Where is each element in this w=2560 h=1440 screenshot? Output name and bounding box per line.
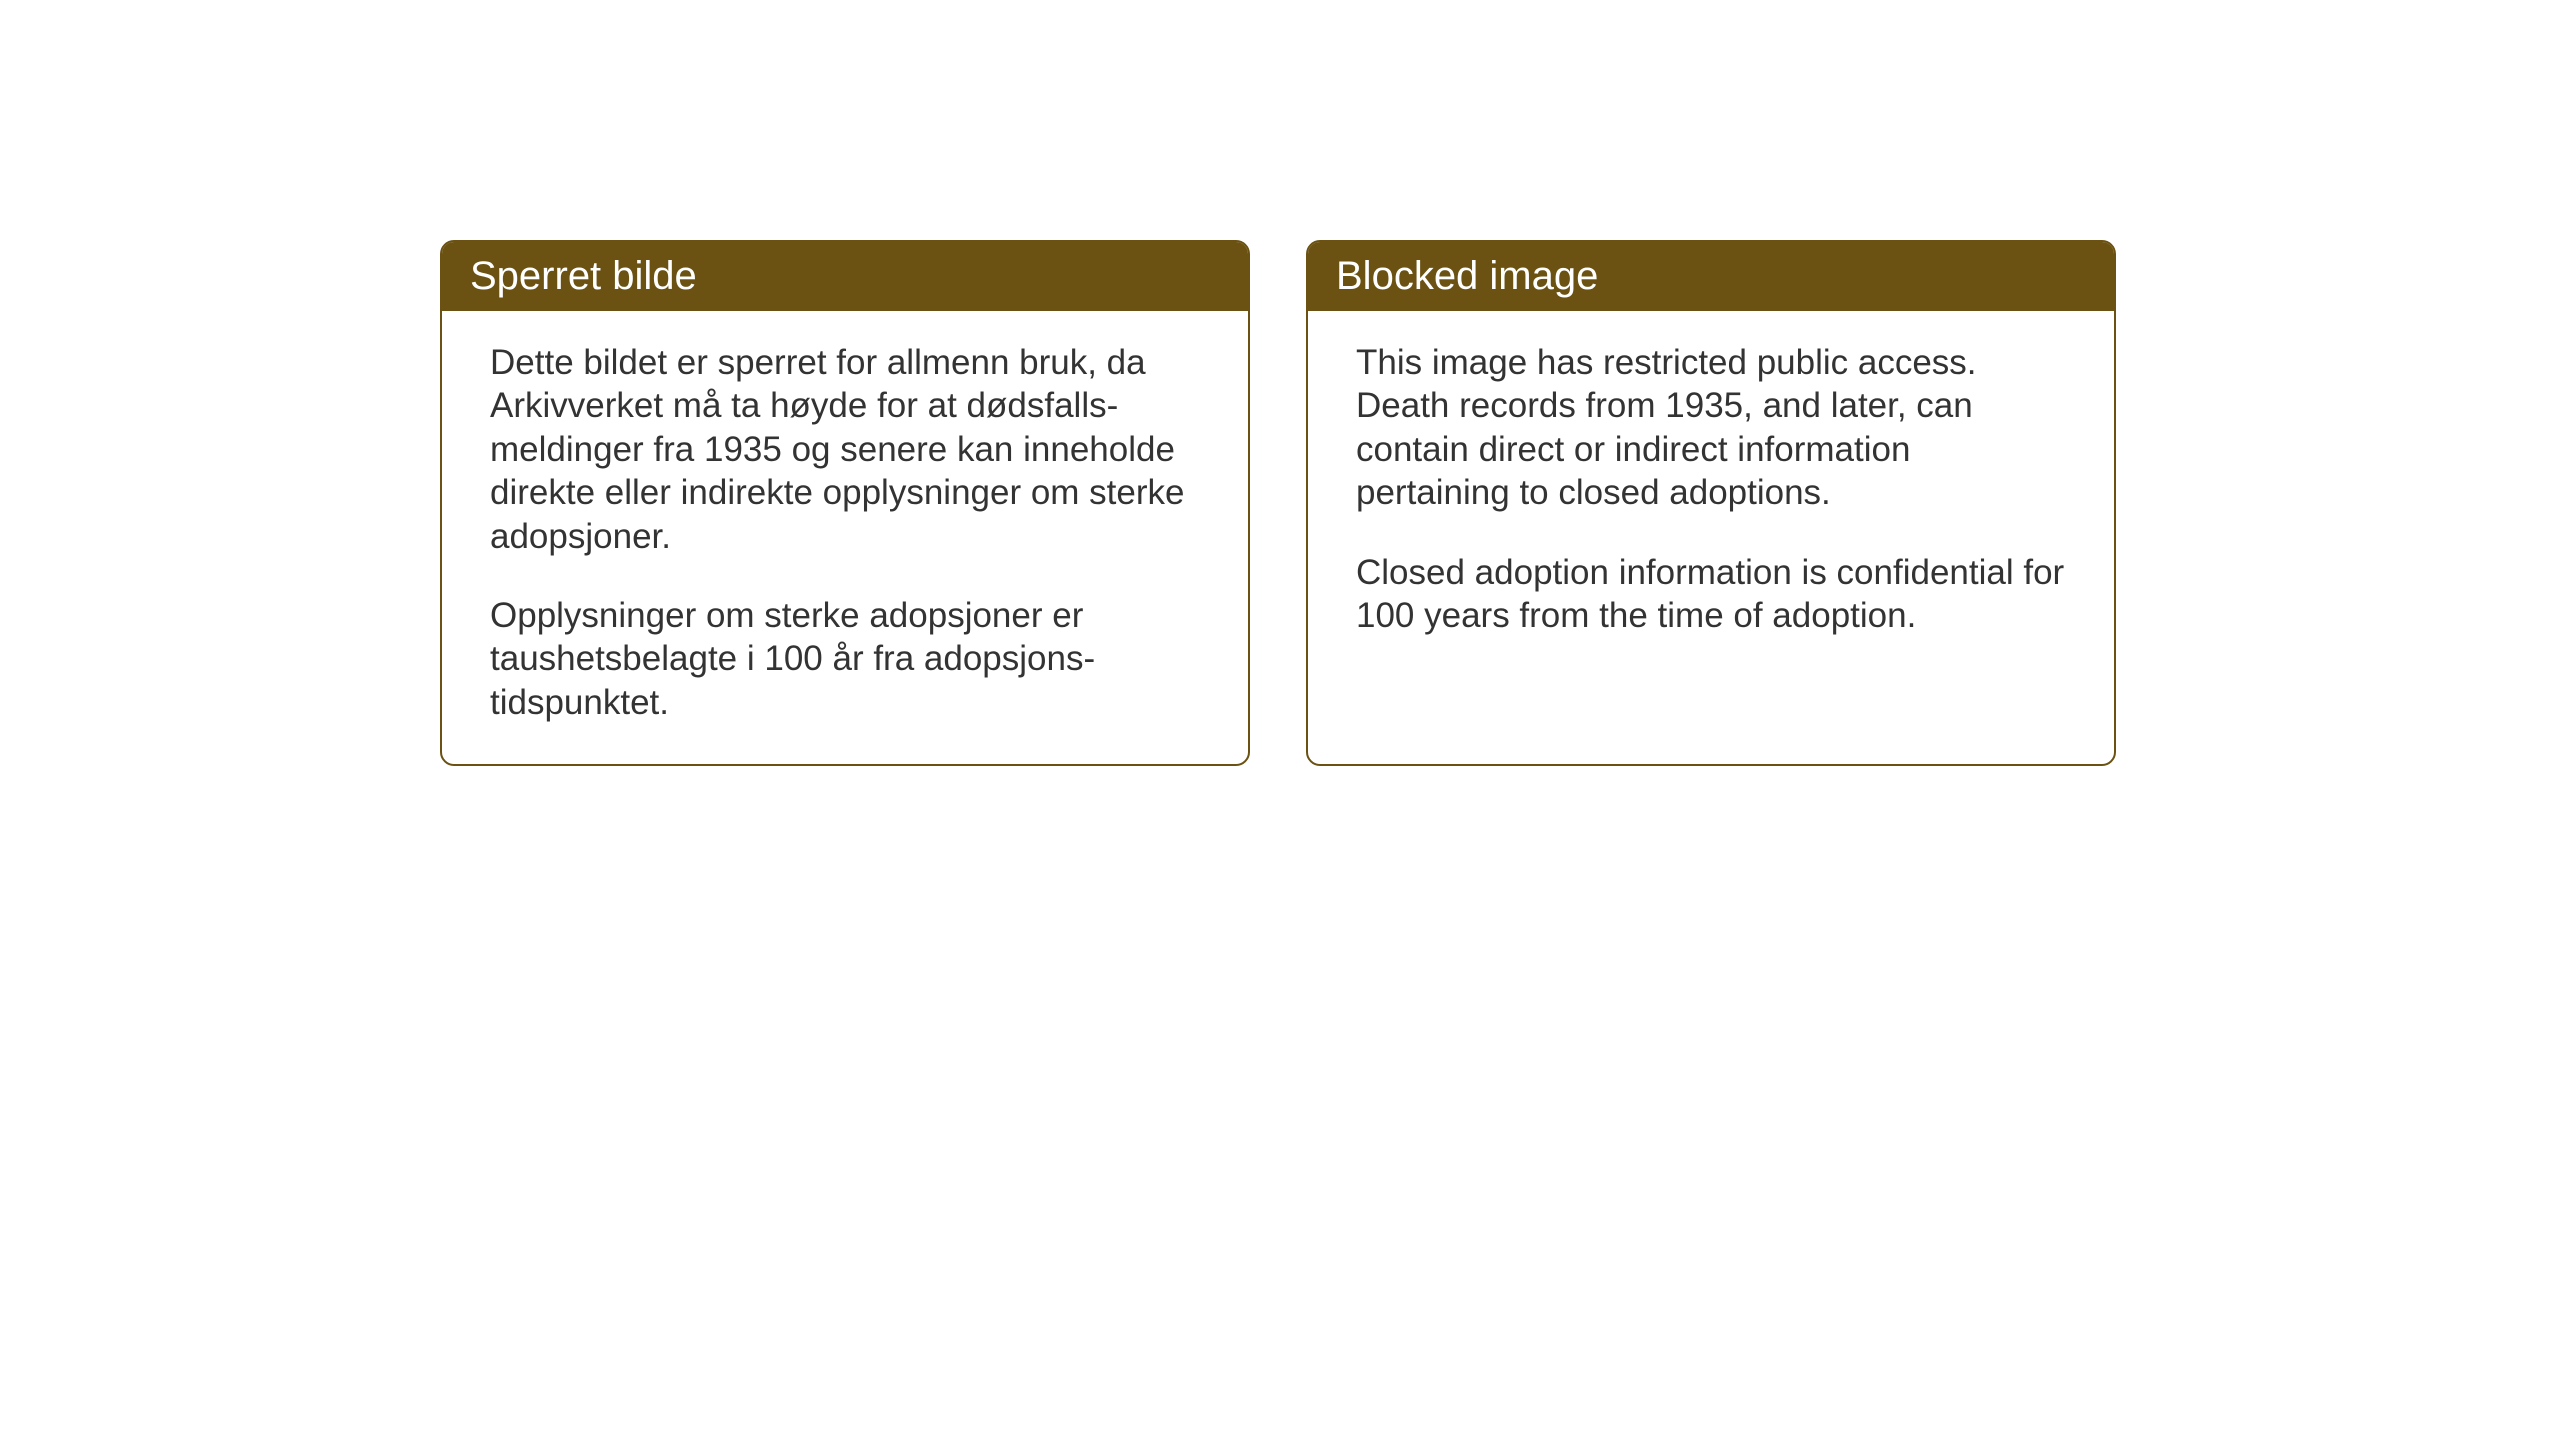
card-header-norwegian: Sperret bilde (442, 242, 1248, 311)
card-paragraph-1-norwegian: Dette bildet er sperret for allmenn bruk… (490, 341, 1200, 558)
notice-cards-container: Sperret bilde Dette bildet er sperret fo… (440, 240, 2116, 766)
card-paragraph-2-english: Closed adoption information is confident… (1356, 551, 2066, 638)
card-header-english: Blocked image (1308, 242, 2114, 311)
notice-card-norwegian: Sperret bilde Dette bildet er sperret fo… (440, 240, 1250, 766)
card-body-english: This image has restricted public access.… (1308, 311, 2114, 763)
card-title-english: Blocked image (1336, 254, 1598, 298)
card-body-norwegian: Dette bildet er sperret for allmenn bruk… (442, 311, 1248, 764)
card-paragraph-2-norwegian: Opplysninger om sterke adopsjoner er tau… (490, 594, 1200, 724)
card-paragraph-1-english: This image has restricted public access.… (1356, 341, 2066, 515)
notice-card-english: Blocked image This image has restricted … (1306, 240, 2116, 766)
card-title-norwegian: Sperret bilde (470, 254, 697, 298)
